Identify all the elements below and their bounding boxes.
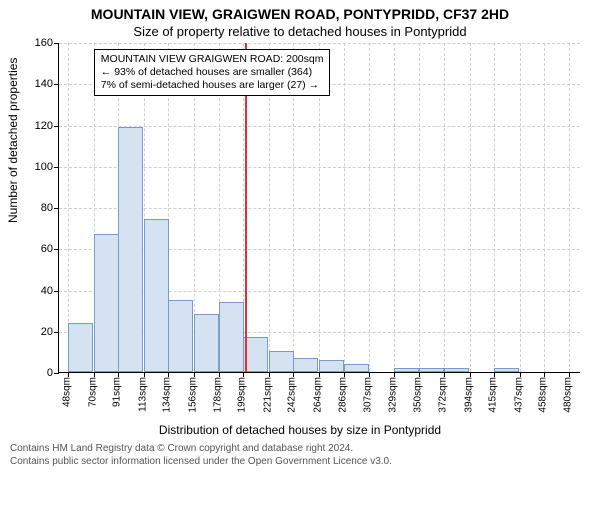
y-axis-label: Number of detached properties [6,58,20,223]
x-tick-label: 372sqm [438,377,449,413]
gridline-v [394,43,395,372]
histogram-bar [394,368,419,372]
y-tick-label: 80 [41,202,59,214]
histogram-bar [494,368,519,372]
gridline-v [544,43,545,372]
histogram-bar [194,314,219,372]
footer-attribution: Contains HM Land Registry data © Crown c… [10,443,590,468]
histogram-bar [344,364,369,372]
histogram-bar [243,337,268,372]
plot-area: 020406080100120140160 MOUNTAIN VIEW GRAI… [58,43,580,373]
x-tick-label: 221sqm [262,377,273,413]
y-tick-label: 40 [41,285,59,297]
gridline-v [470,43,471,372]
x-tick-label: 350sqm [412,377,423,413]
x-tick-label: 70sqm [87,377,98,407]
x-tick-label: 178sqm [213,377,224,413]
y-tick-label: 140 [35,78,59,90]
x-tick-label: 307sqm [362,377,373,413]
annotation-line: 7% of semi-detached houses are larger (2… [101,79,324,92]
histogram-bar [444,368,469,372]
x-tick-label: 113sqm [137,377,148,412]
histogram-bar [419,368,444,372]
y-tick-label: 160 [35,37,59,49]
histogram-bar [118,127,143,372]
annotation-line: MOUNTAIN VIEW GRAIGWEN ROAD: 200sqm [101,53,324,66]
gridline-v [494,43,495,372]
x-tick-label: 458sqm [537,377,548,413]
x-axis-label: Distribution of detached houses by size … [0,423,600,437]
histogram-bar [94,234,119,372]
x-tick-label: 91sqm [112,377,123,407]
footer-line: Contains public sector information licen… [10,456,590,469]
reference-annotation: MOUNTAIN VIEW GRAIGWEN ROAD: 200sqm ← 93… [94,49,331,96]
y-tick-label: 60 [41,243,59,255]
histogram-bar [68,323,93,373]
x-tick-label: 437sqm [513,377,524,413]
chart-container: Number of detached properties 0204060801… [0,43,600,437]
x-tick-label: 415sqm [488,377,499,413]
x-tick-label: 199sqm [237,377,248,413]
x-tick-label: 242sqm [287,377,298,413]
x-tick-label: 480sqm [563,377,574,413]
histogram-bar [293,358,318,372]
x-tick-label: 156sqm [187,377,198,413]
histogram-bar [219,302,244,372]
x-tick-label: 286sqm [338,377,349,413]
gridline-v [569,43,570,372]
y-tick-label: 120 [35,120,59,132]
gridline-v [369,43,370,372]
x-tick-label: 394sqm [463,377,474,413]
annotation-line: ← 93% of detached houses are smaller (36… [101,66,324,79]
y-tick-label: 100 [35,161,59,173]
gridline-v [419,43,420,372]
chart-title: MOUNTAIN VIEW, GRAIGWEN ROAD, PONTYPRIDD… [0,6,600,22]
x-tick-label: 134sqm [162,377,173,413]
chart-subtitle: Size of property relative to detached ho… [0,24,600,39]
footer-line: Contains HM Land Registry data © Crown c… [10,443,590,456]
x-tick-label: 264sqm [312,377,323,413]
histogram-bar [168,300,193,372]
y-tick-label: 20 [41,326,59,338]
histogram-bar [269,351,294,372]
gridline-v [444,43,445,372]
histogram-bar [144,219,169,372]
x-tick-label: 48sqm [62,377,73,407]
histogram-bar [319,360,344,372]
gridline-v [344,43,345,372]
x-tick-area: 48sqm 70sqm 91sqm 113sqm 134sqm 156sqm 178sqm 1… [58,373,580,421]
gridline-v [520,43,521,372]
x-tick-label: 329sqm [388,377,399,413]
